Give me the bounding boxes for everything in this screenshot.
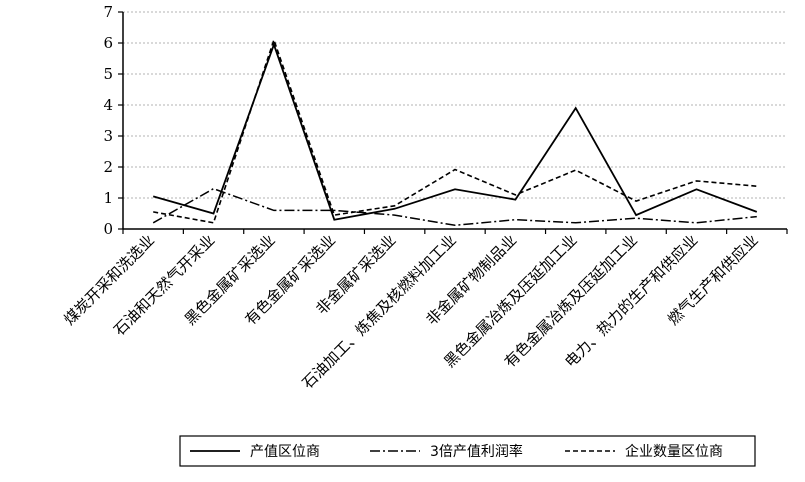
series-lines (152, 37, 758, 227)
legend-label-enterprise-lq: 企业数量区位商 (625, 443, 723, 460)
y-tick-label: 2 (103, 158, 113, 176)
legend-label-profit-rate: 3倍产值利润率 (430, 443, 523, 460)
y-tick-label: 0 (103, 220, 113, 238)
series-line-1 (152, 41, 758, 221)
x-tick-labels: 煤炭开采和洗选业石油和天然气开采业黑色金属矿采选业有色金属矿采选业非金属矿采选业… (60, 229, 788, 392)
legend: 产值区位商 3倍产值利润率 企业数量区位商 (179, 435, 756, 467)
x-tick-label: 石油和天然气开采业 (110, 231, 218, 339)
series-line-2 (152, 187, 757, 227)
y-tick-labels: 0 1 2 3 4 5 6 7 (103, 3, 123, 238)
y-tick-label: 7 (103, 3, 113, 21)
y-tick-label: 1 (103, 189, 113, 207)
y-tick-label: 3 (103, 127, 113, 145)
y-tick-label: 6 (103, 34, 113, 52)
y-tick-label: 5 (103, 65, 113, 83)
legend-label-output-lq: 产值区位商 (250, 444, 320, 460)
gridlines (123, 11, 787, 199)
series-line-3 (153, 37, 757, 224)
legend-box (179, 435, 756, 467)
axes (122, 12, 787, 230)
y-tick-label: 4 (103, 96, 113, 114)
